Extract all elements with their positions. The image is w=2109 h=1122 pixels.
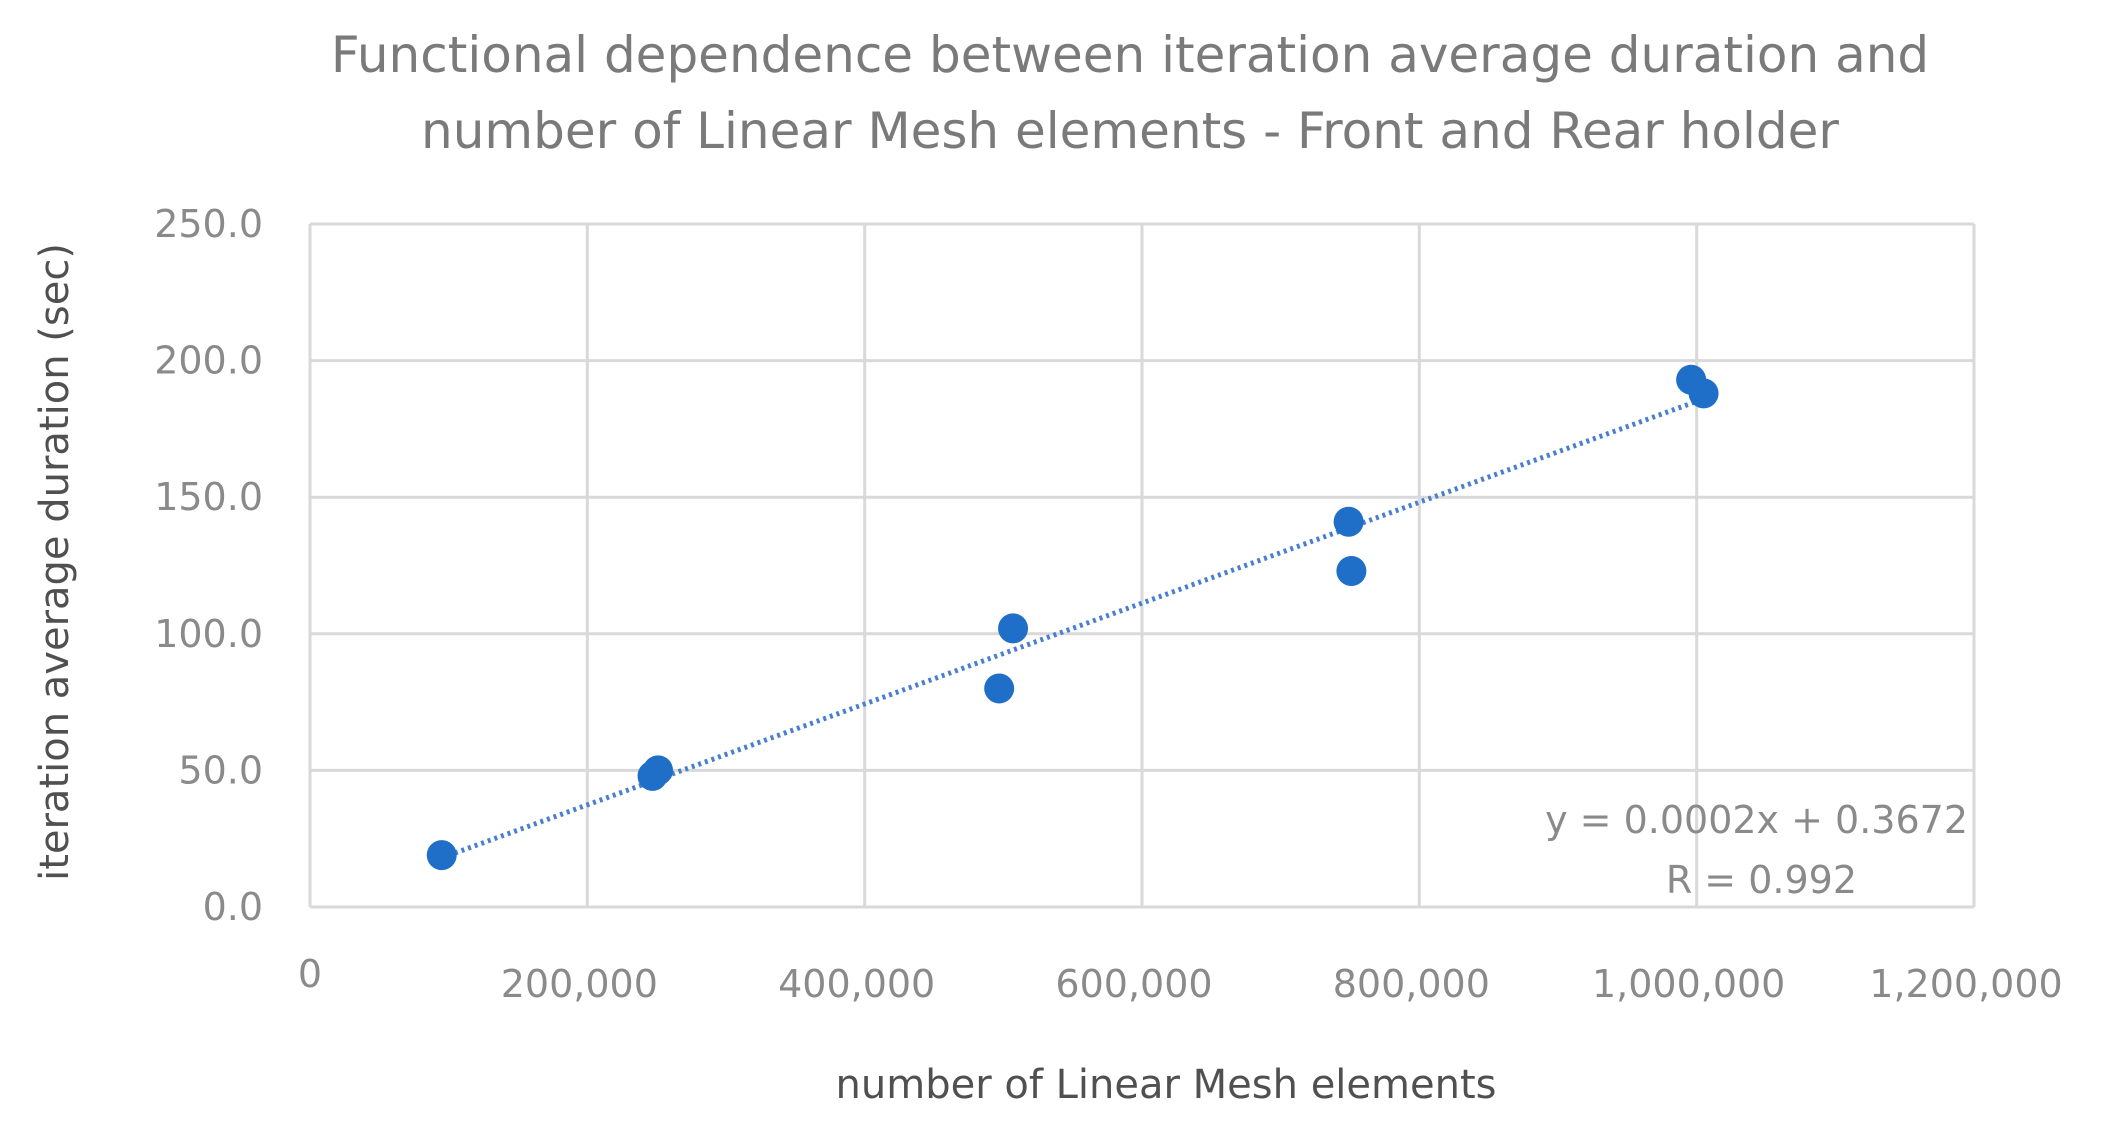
x-tick-label: 0 xyxy=(298,952,322,996)
trendline xyxy=(440,396,1705,861)
trendline-equation: y = 0.0002x + 0.3672 xyxy=(1545,798,1968,842)
grid xyxy=(308,222,1976,909)
x-tick-label: 600,000 xyxy=(1055,962,1212,1006)
y-axis-tick-labels: 0.0 50.0 100.0 150.0 200.0 250.0 xyxy=(154,202,263,929)
data-point xyxy=(1688,378,1719,409)
y-tick-label: 50.0 xyxy=(178,748,263,792)
y-tick-label: 150.0 xyxy=(154,475,263,519)
data-point xyxy=(643,755,674,786)
chart-title-line-1: Functional dependence between iteration … xyxy=(331,26,1929,84)
y-tick-label: 100.0 xyxy=(154,612,263,656)
data-point xyxy=(984,673,1015,704)
x-tick-label: 200,000 xyxy=(501,962,658,1006)
y-tick-label: 0.0 xyxy=(203,885,263,929)
y-tick-label: 200.0 xyxy=(154,339,263,383)
x-axis-label: number of Linear Mesh elements xyxy=(836,1062,1497,1108)
x-tick-label: 400,000 xyxy=(778,962,935,1006)
x-tick-label: 1,000,000 xyxy=(1592,962,1785,1006)
data-points xyxy=(426,364,1719,871)
chart-title: Functional dependence between iteration … xyxy=(331,26,1929,160)
data-point xyxy=(998,613,1029,644)
y-axis-label: iteration average duration (sec) xyxy=(32,243,78,881)
data-point xyxy=(1333,506,1364,537)
trendline-r-value: R = 0.992 xyxy=(1666,858,1857,902)
x-tick-label: 1,200,000 xyxy=(1869,962,2062,1006)
trendline-group xyxy=(440,396,1705,861)
data-point xyxy=(1336,555,1367,586)
trendline-annotation: y = 0.0002x + 0.3672 R = 0.992 xyxy=(1545,798,1968,902)
data-point xyxy=(426,840,457,871)
y-tick-label: 250.0 xyxy=(154,202,263,246)
chart-title-line-2: number of Linear Mesh elements - Front a… xyxy=(421,102,1839,160)
x-axis-tick-labels: 0 200,000 400,000 600,000 800,000 1,000,000 1,… xyxy=(298,952,2063,1006)
x-tick-label: 800,000 xyxy=(1333,962,1490,1006)
